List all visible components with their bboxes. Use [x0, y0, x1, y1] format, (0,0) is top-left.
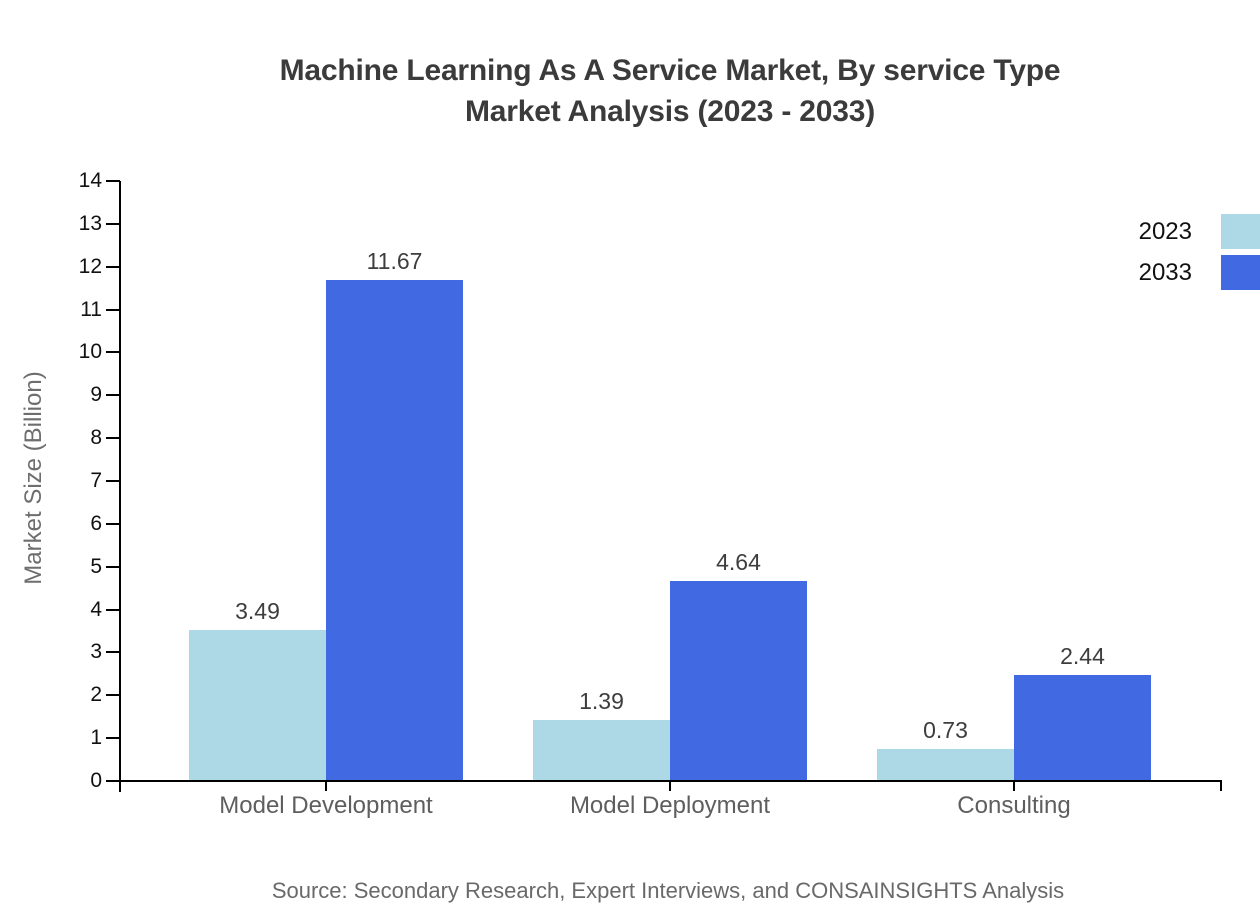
category-label: Model Deployment [569, 792, 771, 819]
y-tick [106, 694, 120, 697]
x-tick [325, 781, 327, 791]
value-label: 2.44 [1060, 643, 1105, 669]
bar-2033-consulting [1014, 675, 1151, 780]
y-tick-label: 0 [90, 769, 102, 792]
chart-title-line2: Market Analysis (2023 - 2033) [465, 95, 875, 128]
y-tick-label: 14 [78, 169, 102, 192]
y-tick-label: 8 [90, 426, 102, 450]
y-tick [106, 222, 120, 225]
category-label: Model Development [219, 792, 433, 819]
y-tick [106, 265, 120, 268]
value-label: 3.49 [235, 598, 280, 624]
y-tick-label: 3 [90, 640, 102, 664]
bar-2023-model-deployment [533, 720, 670, 780]
y-tick [106, 608, 120, 611]
legend-item-2033: 2033 [1139, 255, 1260, 290]
legend-item-2023: 2023 [1139, 214, 1260, 249]
value-label: 4.64 [716, 549, 761, 575]
value-label: 0.73 [923, 717, 968, 743]
bar-2023-consulting [877, 749, 1014, 780]
x-tick [669, 781, 671, 791]
x-tick [1013, 781, 1015, 791]
y-tick [106, 522, 120, 525]
y-tick-label: 2 [90, 683, 102, 707]
y-tick-label: 4 [90, 597, 102, 621]
bar-2033-model-deployment [670, 581, 807, 780]
legend-label: 2023 [1138, 217, 1192, 245]
bar-2033-model-development [326, 280, 463, 780]
y-tick [106, 180, 120, 182]
y-tick [106, 308, 120, 311]
y-tick-label: 6 [90, 511, 102, 535]
y-tick-label: 7 [90, 469, 102, 492]
y-tick [106, 780, 120, 782]
y-tick-label: 5 [90, 554, 102, 578]
value-label: 11.67 [366, 248, 423, 274]
chart-title: Machine Learning As A Service Market, By… [110, 50, 1230, 132]
y-tick [106, 565, 120, 568]
y-tick-label: 1 [90, 726, 102, 750]
x-axis-end-tick [1220, 781, 1222, 791]
y-tick-label: 13 [78, 211, 102, 235]
y-tick [106, 394, 120, 397]
y-tick [106, 480, 120, 482]
y-tick-label: 11 [80, 297, 102, 321]
value-label: 1.39 [579, 688, 624, 714]
y-tick [106, 737, 120, 740]
y-tick [106, 351, 120, 354]
legend-label: 2033 [1138, 258, 1192, 286]
y-tick-label: 9 [90, 383, 102, 407]
y-tick [106, 651, 120, 654]
legend-swatch [1221, 255, 1260, 290]
y-tick [106, 437, 120, 440]
bar-2023-model-development [189, 630, 326, 780]
y-axis-line [119, 181, 121, 792]
y-tick-label: 10 [78, 340, 102, 364]
x-axis-line [106, 780, 1222, 782]
legend-swatch [1221, 214, 1260, 249]
category-label: Consulting [957, 792, 1071, 819]
y-tick-label: 12 [78, 254, 102, 278]
chart-title-line1: Machine Learning As A Service Market, By… [279, 54, 1061, 87]
legend: 2023 2033 [1139, 214, 1260, 290]
source-note: Source: Secondary Research, Expert Inter… [271, 878, 1065, 903]
